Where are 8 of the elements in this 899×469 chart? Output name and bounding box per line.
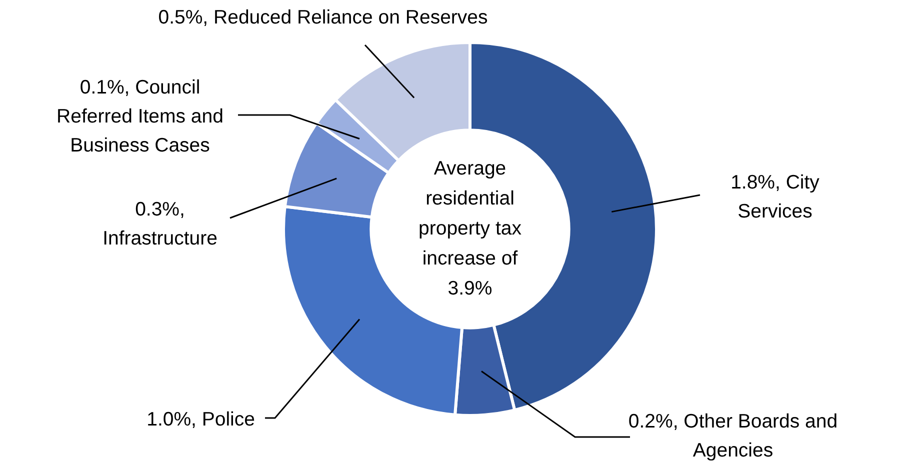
slice-label: 1.8%, City Services: [730, 171, 820, 222]
text: Average residential property tax increase of 3.9%: [418, 157, 522, 300]
slice-label: 1.0%, Police: [146, 408, 255, 430]
slice-label: Infrastructure: [102, 227, 218, 250]
slice-label: 0.2%, Other Boards and Agencies: [628, 410, 838, 462]
slice-label: 0.1%, Council Referred Items and Business Cases: [56, 76, 224, 156]
data-label: 0.3%,: [135, 198, 185, 220]
slice-label: 0.5%, Reduced Reliance on Reserves: [158, 6, 488, 28]
